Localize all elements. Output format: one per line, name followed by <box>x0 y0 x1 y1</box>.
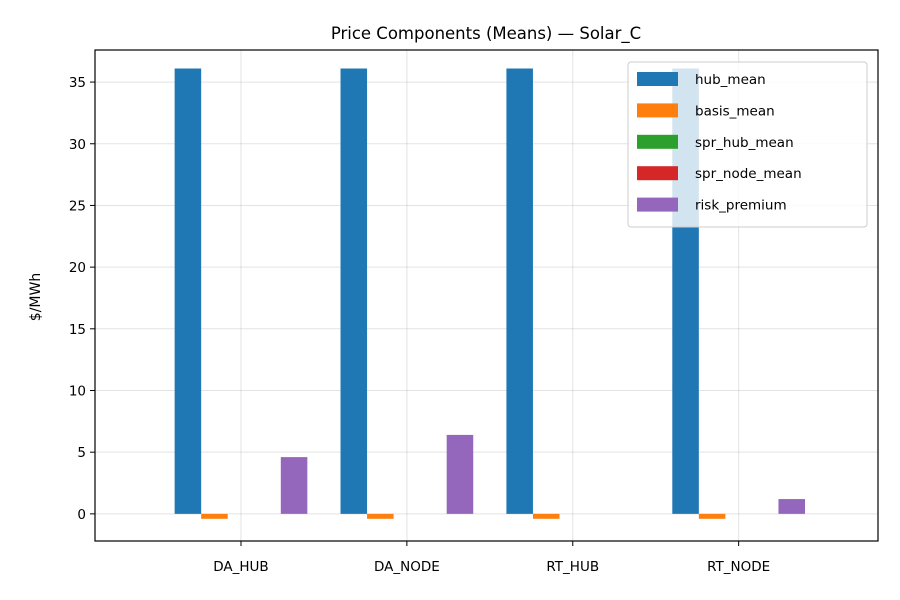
y-tick-label: 25 <box>69 198 86 214</box>
x-tick-label: DA_NODE <box>374 559 440 575</box>
legend: hub_mean basis_mean spr_hub_mean spr_node_m… <box>627 61 868 228</box>
y-tick-label: 5 <box>77 445 86 461</box>
bar-basis_mean <box>698 513 726 519</box>
y-axis-label: $/MWh <box>28 273 44 321</box>
legend-swatch-basis_mean <box>637 103 678 118</box>
legend-swatch-spr_hub_mean <box>637 134 678 149</box>
y-tick-label: 30 <box>69 137 86 153</box>
y-tick-label: 15 <box>69 322 86 338</box>
bar-basis_mean <box>532 513 560 519</box>
legend-label-spr_hub_mean: spr_hub_mean <box>695 135 794 151</box>
bar-risk_premium <box>778 499 806 514</box>
bar-hub_mean <box>506 68 533 514</box>
legend-label-hub_mean: hub_mean <box>695 72 766 88</box>
legend-swatch-risk_premium <box>637 197 678 212</box>
legend-swatch-spr_node_mean <box>637 166 678 181</box>
legend-label-basis_mean: basis_mean <box>695 103 775 119</box>
chart-title: Price Components (Means) — Solar_C <box>331 24 641 44</box>
legend-label-spr_node_mean: spr_node_mean <box>695 166 802 182</box>
legend-box <box>627 61 868 228</box>
axes <box>94 49 879 542</box>
bars <box>174 68 806 519</box>
bar-basis_mean <box>201 513 228 519</box>
ticks: 0 5 10 15 20 25 30 35 DA_HUB DA_NODE RT_HUB RT_NODE <box>69 75 770 575</box>
legend-label-risk_premium: risk_premium <box>695 198 787 214</box>
bar-basis_mean <box>367 513 394 519</box>
y-tick-label: 0 <box>77 507 86 523</box>
x-tick-label: RT_NODE <box>707 559 770 575</box>
x-tick-label: DA_HUB <box>213 559 268 575</box>
bar-hub_mean <box>340 68 368 514</box>
bar-risk_premium <box>446 434 474 514</box>
y-tick-label: 10 <box>69 383 86 399</box>
x-tick-label: RT_HUB <box>546 559 599 575</box>
y-tick-label: 20 <box>69 260 86 276</box>
bar-risk_premium <box>280 457 308 514</box>
plot-frame <box>94 49 879 542</box>
bar-hub_mean <box>174 68 202 514</box>
legend-swatch-hub_mean <box>637 72 678 86</box>
y-tick-label: 35 <box>69 75 86 91</box>
